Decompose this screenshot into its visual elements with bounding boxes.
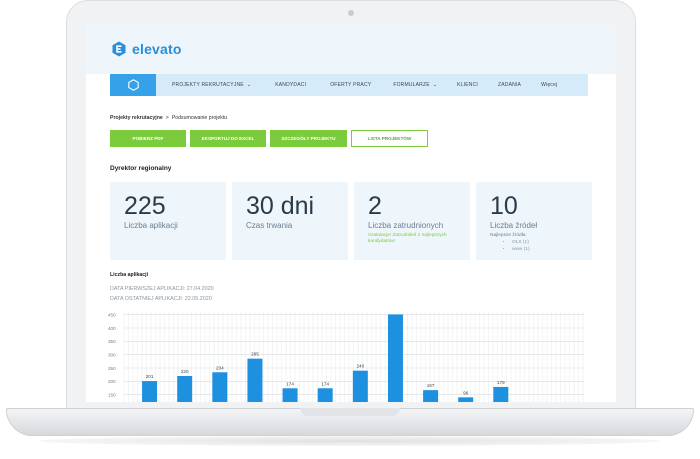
bar[interactable] <box>247 358 263 402</box>
stat-card-hired: 2 Liczba zatrudnionych Gratulacje! Zatru… <box>354 182 470 260</box>
congratulations-note: Gratulacje! Zatrudniłeś 2 najlepszych ka… <box>368 233 447 245</box>
main-nav: Projekty rekrutacyjne ⌄ Kandydaci Oferty … <box>110 74 588 96</box>
stat-value: 10 <box>490 192 518 220</box>
stat-value: 225 <box>124 192 166 220</box>
breadcrumb-parent[interactable]: Projekty rekrutacyjne <box>110 115 163 121</box>
y-tick-label: 350 <box>108 339 116 344</box>
project-details-button[interactable]: Szczegóły projektu <box>270 130 347 147</box>
bar-value-label: 174 <box>321 381 329 386</box>
bar[interactable] <box>493 386 509 402</box>
y-tick-label: 200 <box>108 379 116 384</box>
last-application-date: Data ostatniej aplikacji: 22.05.2020 <box>110 296 212 302</box>
top-bar: elevato <box>86 24 616 74</box>
nav-item-tasks[interactable]: Zadania <box>498 82 522 88</box>
stat-card-sources: 10 Liczba źródeł Najlepsze źródła: OLX (… <box>476 182 592 260</box>
bar[interactable] <box>458 397 474 402</box>
camera-icon <box>348 10 354 16</box>
chevron-down-icon: ⌄ <box>432 82 438 88</box>
hexagon-home-icon <box>127 79 139 91</box>
action-buttons: Pobierz PDF Eksportuj do Excel Szczegóły… <box>110 130 428 147</box>
bar-value-label: 96 <box>463 390 469 395</box>
stat-card-duration: 30 dni Czas trwania <box>232 182 348 260</box>
y-tick-label: 450 <box>108 312 116 317</box>
bar[interactable] <box>317 388 333 402</box>
y-tick-label: 150 <box>108 392 116 397</box>
nav-item-candidates[interactable]: Kandydaci <box>275 82 307 88</box>
y-tick-label: 400 <box>108 326 116 331</box>
bar[interactable] <box>177 376 193 402</box>
bar[interactable] <box>282 388 298 402</box>
best-sources-list: OLX (1) www (1) <box>490 239 582 253</box>
laptop-notch <box>300 408 400 416</box>
project-title: Dyrektor regionalny <box>110 165 172 172</box>
y-tick-label: 300 <box>108 352 116 357</box>
applications-bar-chart: 150 200 250 300 350 400 450 201 220 234 285 174 174 2… <box>108 312 584 402</box>
bar-value-label: 174 <box>286 381 294 386</box>
bar-value-label: 179 <box>497 380 505 385</box>
source-item: OLX (1) <box>512 239 582 246</box>
elevato-logo-icon <box>112 41 126 57</box>
logo-text: elevato <box>132 41 182 57</box>
best-sources-label: Najlepsze źródła: <box>490 233 527 238</box>
export-excel-button[interactable]: Eksportuj do Excel <box>190 130 266 147</box>
stat-label: Liczba aplikacji <box>124 221 178 230</box>
download-pdf-button[interactable]: Pobierz PDF <box>110 130 186 147</box>
bar-value-label: 285 <box>251 352 259 357</box>
nav-home-button[interactable] <box>110 74 156 96</box>
breadcrumb-separator: > <box>165 115 169 121</box>
nav-item-more[interactable]: Więcej <box>541 82 558 88</box>
nav-item-job-offers[interactable]: Oferty pracy <box>330 82 372 88</box>
stat-card-applications: 225 Liczba aplikacji <box>110 182 226 260</box>
stat-value: 30 dni <box>246 192 315 220</box>
nav-item-forms[interactable]: Formularze ⌄ <box>393 82 438 88</box>
bar[interactable] <box>387 314 403 402</box>
bar[interactable] <box>212 372 228 402</box>
bar-value-label: 220 <box>181 369 189 374</box>
chart-title: Liczba aplikacji <box>110 272 149 278</box>
y-tick-label: 250 <box>108 366 116 371</box>
bar[interactable] <box>423 390 439 402</box>
stat-value: 2 <box>368 192 382 220</box>
stat-label: Liczba źródeł <box>490 221 538 230</box>
nav-item-clients[interactable]: Klienci <box>457 82 479 88</box>
breadcrumb-current: Podsumowanie projektu <box>171 115 228 121</box>
stats-row: 225 Liczba aplikacji 30 dni Czas trwania… <box>110 182 592 260</box>
nav-item-projects[interactable]: Projekty rekrutacyjne ⌄ <box>172 82 252 88</box>
stat-label: Liczba zatrudnionych <box>368 221 444 230</box>
bar-value-label: 167 <box>427 383 435 388</box>
app-screen: elevato Projekty rekrutacyjne ⌄ Kandydaci… <box>86 24 616 402</box>
bar-value-label: 201 <box>146 374 154 379</box>
bar-value-label: 240 <box>356 364 364 369</box>
source-item: www (1) <box>512 246 582 253</box>
breadcrumb: Projekty rekrutacyjne > Podsumowanie pro… <box>110 115 227 121</box>
stat-label: Czas trwania <box>246 221 293 230</box>
bar[interactable] <box>142 381 158 402</box>
bar[interactable] <box>352 370 368 402</box>
first-application-date: Data pierwszej aplikacji: 27.04.2020 <box>110 286 214 292</box>
bar-value-label: 234 <box>216 365 224 370</box>
chevron-down-icon: ⌄ <box>246 82 252 88</box>
project-list-button[interactable]: Lista projektów <box>351 130 428 147</box>
logo[interactable]: elevato <box>112 41 182 57</box>
